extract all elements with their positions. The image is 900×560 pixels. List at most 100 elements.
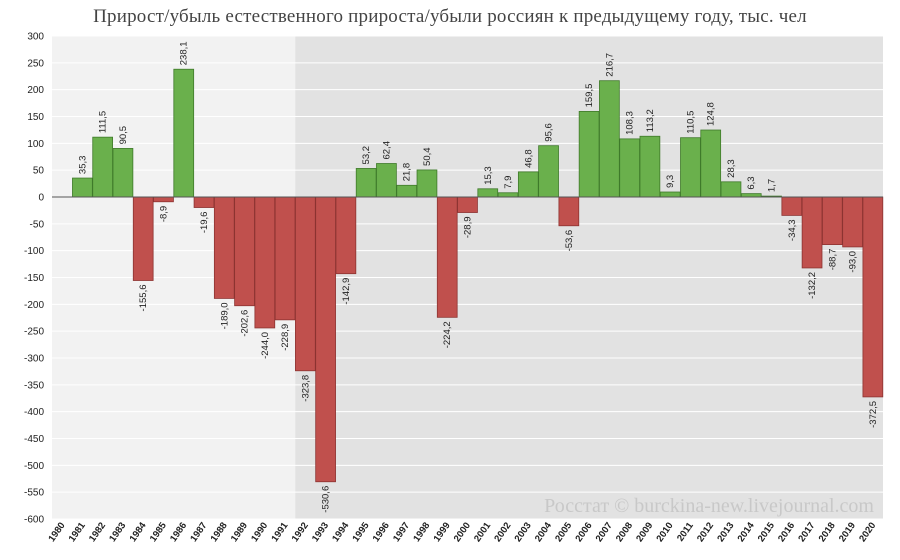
data-label: -530,6 (321, 486, 332, 513)
x-category-label: 1982 (87, 520, 108, 544)
x-category-label: 1985 (148, 520, 170, 544)
x-category-label: 2003 (513, 520, 534, 544)
x-category-label: 1992 (290, 520, 311, 544)
bar (213, 196, 235, 299)
x-category-label: 2015 (756, 520, 778, 544)
data-label: 216,7 (604, 53, 615, 77)
bar (112, 148, 134, 198)
data-label: 15,3 (483, 166, 494, 185)
bar (153, 196, 174, 203)
bar (538, 145, 559, 198)
data-label: -372,5 (868, 401, 879, 428)
y-tick-label: -550 (24, 488, 44, 499)
bar (700, 129, 722, 198)
x-category-label: 2008 (614, 520, 635, 544)
bar (517, 171, 539, 198)
x-category-label: 1998 (411, 520, 432, 544)
bar (599, 80, 620, 198)
data-label: 238,1 (179, 41, 190, 65)
bar (558, 196, 580, 227)
bar (193, 196, 215, 208)
x-category-label: 1991 (269, 520, 291, 544)
y-tick-label: 200 (27, 85, 44, 96)
x-category-label: 1996 (371, 520, 392, 544)
x-category-label: 2000 (452, 520, 473, 544)
x-category-label: 1983 (107, 520, 128, 544)
y-tick-label: -600 (24, 515, 44, 526)
chart-title: Прирост/убыль естественного прироста/убы… (93, 6, 807, 27)
data-label: -155,6 (138, 285, 149, 312)
bar (234, 196, 255, 307)
x-category-label: 1984 (128, 520, 150, 544)
bar (173, 68, 195, 198)
y-tick-label: 50 (33, 166, 45, 177)
x-category-label: 1981 (67, 520, 89, 544)
data-label: 62,4 (381, 141, 392, 160)
bar (619, 138, 640, 198)
y-tick-label: 100 (27, 139, 44, 150)
bar (315, 196, 336, 483)
y-tick-label: -400 (24, 407, 44, 418)
bar (436, 196, 458, 318)
x-category-label: 1989 (229, 520, 250, 544)
data-label: 7,9 (503, 176, 514, 189)
x-category-label: 1997 (391, 520, 412, 544)
x-category-label: 2012 (695, 520, 716, 544)
x-category-label: 2010 (655, 520, 676, 544)
bar (457, 196, 478, 213)
data-label: -93,0 (848, 251, 859, 273)
y-tick-label: -100 (24, 246, 44, 257)
x-category-label: 2006 (573, 520, 594, 544)
x-category-label: 2009 (634, 520, 655, 544)
bar (862, 196, 884, 398)
x-category-label: 1995 (350, 520, 372, 544)
watermark-text: Росстат © burckina-new.livejournal.com (544, 495, 874, 517)
bar (355, 168, 377, 198)
bar (801, 196, 823, 269)
data-label: 28,3 (726, 159, 737, 178)
bar (132, 196, 154, 281)
bar (740, 193, 762, 198)
y-tick-label: 250 (27, 58, 44, 69)
y-tick-label: 150 (27, 112, 44, 123)
data-label: 124,8 (706, 102, 717, 126)
data-label: -323,8 (300, 375, 311, 402)
data-label: -142,9 (341, 278, 352, 305)
y-tick-label: -250 (24, 327, 44, 338)
x-category-label: 2014 (736, 520, 758, 544)
data-label: 21,8 (402, 163, 413, 182)
bar (781, 196, 803, 216)
data-label: -8,9 (158, 206, 169, 222)
bar (295, 196, 316, 372)
bar (396, 184, 418, 198)
x-category-label: 1988 (209, 520, 230, 544)
bar (720, 181, 742, 198)
y-tick-label: -150 (24, 273, 44, 284)
data-label: -189,0 (219, 302, 230, 329)
data-label: -244,0 (260, 332, 271, 359)
x-category-label: 2018 (817, 520, 838, 544)
bar (72, 177, 93, 198)
data-label: -28,9 (463, 217, 474, 239)
x-category-label: 1990 (249, 520, 270, 544)
data-label: -53,6 (564, 230, 575, 252)
data-label: 50,4 (422, 147, 433, 166)
x-category-label: 2017 (796, 520, 817, 544)
data-label: 110,5 (685, 111, 696, 134)
y-tick-label: 0 (38, 193, 44, 204)
bar (842, 196, 863, 248)
data-label: -228,9 (280, 324, 291, 351)
bar (92, 136, 114, 198)
y-tick-label: -500 (24, 461, 44, 472)
bar (416, 169, 438, 198)
x-category-label: 2001 (472, 520, 494, 544)
data-label: 6,3 (746, 176, 757, 189)
bar (578, 111, 600, 198)
data-label: 35,3 (77, 156, 88, 175)
y-tick-label: -50 (30, 219, 45, 230)
x-category-label: 2004 (533, 520, 555, 544)
data-label: -202,6 (240, 310, 251, 337)
x-category-label: 1987 (188, 520, 209, 544)
data-label: -224,2 (442, 321, 453, 348)
